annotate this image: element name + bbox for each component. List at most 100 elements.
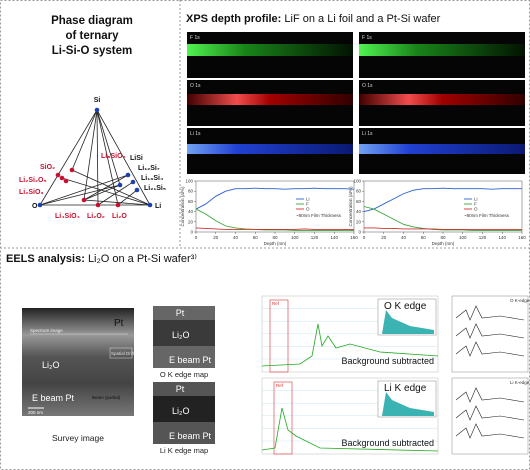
- y-tick-label: 60: [356, 199, 362, 204]
- reference-trace: [455, 423, 525, 439]
- legend-label: Li: [306, 197, 310, 202]
- reference-label: Li K-edge: [510, 380, 530, 385]
- survey-label: E beam Pt: [32, 393, 75, 403]
- series-line: [363, 187, 522, 213]
- survey-label: Li₂O: [42, 360, 60, 370]
- survey-label: Spatial Drift: [111, 351, 135, 356]
- x-tick-label: 120: [479, 235, 487, 240]
- ref-box: [269, 299, 289, 373]
- reference-trace: [455, 305, 525, 321]
- y-tick-label: 0: [358, 230, 361, 235]
- x-tick-label: 40: [401, 235, 407, 240]
- map-label: Pt: [176, 308, 185, 318]
- ref-box: [273, 381, 293, 455]
- y-tick-label: 40: [356, 209, 362, 214]
- x-axis-label: Depth (nm): [264, 241, 287, 246]
- oxide-points: [55, 167, 121, 208]
- survey-label: Pt: [114, 318, 124, 329]
- y-tick-label: 80: [188, 189, 194, 194]
- series-line: [195, 187, 355, 210]
- phase-title: Phase diagram: [51, 15, 133, 27]
- ref-label: Ref: [276, 383, 284, 388]
- x-tick-label: 140: [330, 235, 338, 240]
- x-tick-label: 20: [381, 235, 387, 240]
- silicide-label: Li₁₃Si₄: [141, 175, 163, 182]
- survey-label: Spectrum image: [30, 328, 63, 333]
- xps-title-bold: XPS depth profile:: [186, 13, 281, 25]
- xps-row-label: F 1s: [190, 35, 200, 41]
- reference-trace: [455, 341, 525, 357]
- legend-label: O: [474, 207, 478, 212]
- eels-map-band: [153, 320, 215, 346]
- silicide-points: [37, 107, 153, 208]
- eels-title: EELS analysis: Li₂O on a Pt-Si wafer³⁾: [6, 253, 197, 265]
- survey-label: Beam (partial): [92, 395, 121, 400]
- series-line: [195, 227, 354, 230]
- xps-title-rest: LiF on a Li foil and a Pt-Si wafer: [284, 13, 440, 25]
- x-tick-label: 140: [498, 235, 506, 240]
- survey-image: [22, 308, 134, 416]
- series-line: [195, 208, 354, 231]
- note: Background subtracted: [341, 356, 434, 366]
- oxide-label: Li₂O₂: [87, 213, 105, 220]
- oxide-label: Li₂Si₂O₅: [19, 177, 47, 184]
- y-axis-label: Concentration (at%): [180, 186, 185, 227]
- x-tick-label: 20: [213, 235, 219, 240]
- annotation: ~80nm Film Thickness: [464, 213, 510, 218]
- x-tick-label: 100: [291, 235, 299, 240]
- eels-title-bold: EELS analysis:: [6, 253, 85, 265]
- phase-title: of ternary: [65, 30, 119, 42]
- x-tick-label: 60: [421, 235, 427, 240]
- xps-row-label: O 1s: [362, 83, 373, 89]
- x-axis-label: Depth (nm): [432, 241, 455, 246]
- eels-title-rest: Li₂O on a Pt-Si wafer³⁾: [88, 253, 197, 265]
- xps-signal: [359, 94, 525, 105]
- legend-label: F: [306, 202, 309, 207]
- ternary-lines: [39, 109, 151, 206]
- reference-trace: [455, 323, 525, 339]
- y-tick-label: 80: [356, 189, 362, 194]
- xps-signal: [359, 144, 525, 154]
- map-label: Li₂O: [172, 406, 190, 416]
- x-tick-label: 0: [195, 235, 198, 240]
- legend-label: O: [306, 207, 310, 212]
- map-label: Li₂O: [172, 330, 190, 340]
- xps-signal: [359, 44, 525, 56]
- xps-signal: [187, 144, 353, 154]
- oxide-label: Li₈SiO₆: [101, 153, 126, 160]
- eels-map-band: [153, 396, 215, 422]
- map-label: E beam Pt: [169, 355, 212, 365]
- edge-label: Li K edge: [384, 383, 427, 394]
- x-tick-label: 80: [440, 235, 446, 240]
- vertex-label: Si: [94, 97, 101, 104]
- y-tick-label: 20: [188, 219, 194, 224]
- y-tick-label: 0: [190, 230, 193, 235]
- oxide-label: Li₂O: [112, 213, 127, 220]
- scale-label: 200 nm: [28, 410, 43, 415]
- annotation: ~80nm Film Thickness: [296, 213, 342, 218]
- y-tick-label: 20: [356, 219, 362, 224]
- y-tick-label: 40: [188, 209, 194, 214]
- x-tick-label: 120: [311, 235, 319, 240]
- note: Background subtracted: [341, 438, 434, 448]
- oxide-label: SiO₂: [40, 164, 55, 171]
- oxide-label: Li₄SiO₄: [55, 213, 80, 220]
- phase-title: Li-Si-O system: [52, 45, 133, 57]
- caption: Li K edge map: [160, 446, 208, 455]
- series-line: [363, 206, 522, 231]
- reference-trace: [455, 387, 525, 403]
- map-label: Pt: [176, 384, 185, 394]
- drift-box: [109, 347, 133, 359]
- x-tick-label: 40: [233, 235, 239, 240]
- xps-signal: [187, 44, 353, 56]
- caption: O K edge map: [160, 370, 208, 379]
- xps-row-label: O 1s: [190, 83, 201, 89]
- silicide-label: Li₂₁Si₅: [144, 185, 166, 192]
- silicide-label: LiSi: [130, 155, 143, 162]
- silicide-label: Li₁₂Si₇: [138, 165, 160, 172]
- legend-label: Li: [474, 197, 478, 202]
- x-tick-label: 80: [272, 235, 278, 240]
